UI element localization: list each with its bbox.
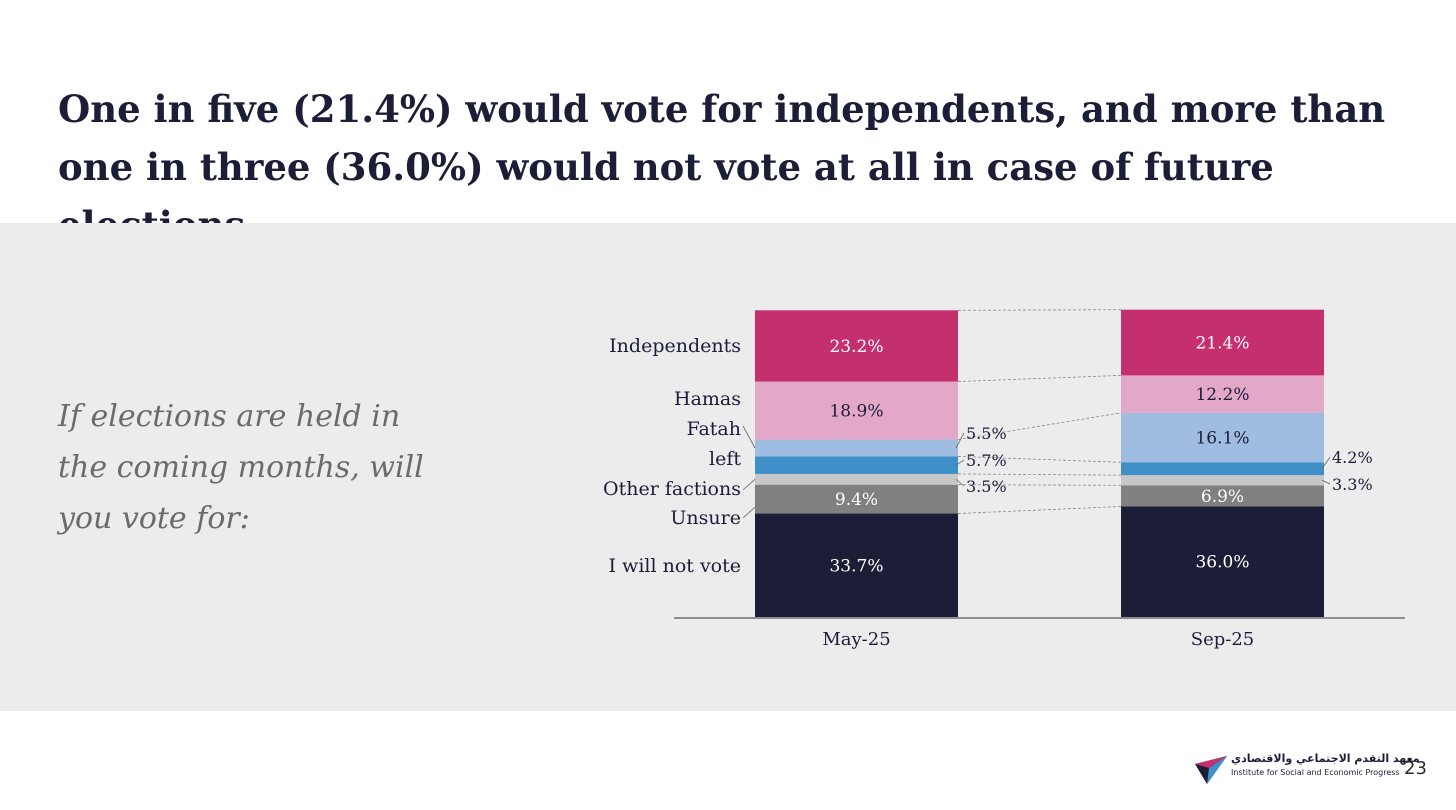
- data-label-i-will-not-vote-sep-25: 36.0%: [1195, 553, 1249, 573]
- connector-line-i-will-not-vote: [957, 506, 1122, 514]
- logo-arabic-name: معهد التقدم الاجتماعي والاقتصادي: [1231, 752, 1420, 765]
- connector-line-independents: [957, 309, 1122, 311]
- legend-label-unsure: Unsure: [670, 507, 741, 529]
- legend-label-left: left: [709, 448, 741, 470]
- connector-line-hamas: [957, 374, 1122, 382]
- bar-i-will-not-vote-sep-25: [1121, 506, 1324, 617]
- page-number: 23: [1404, 758, 1427, 779]
- legend-label-other-factions: Other factions: [603, 478, 741, 500]
- bar-unsure-sep-25: [1121, 485, 1324, 507]
- bar-fatah-sep-25: [1121, 412, 1324, 463]
- data-label-other-factions-sep-25: 3.3%: [1332, 475, 1373, 494]
- bar-hamas-may-25: [755, 381, 958, 440]
- connector-line-left: [957, 456, 1122, 463]
- bar-independents-sep-25: [1121, 309, 1324, 376]
- data-label-left-sep-25: 4.2%: [1332, 448, 1373, 467]
- legend-label-i-will-not-vote: I will not vote: [609, 555, 741, 577]
- x-tick-label-may-25: May-25: [822, 629, 890, 650]
- legend-leader-other-factions: [742, 479, 756, 491]
- data-label-leader-fatah-may-25: [955, 432, 965, 449]
- bar-fatah-may-25: [755, 439, 958, 457]
- data-label-fatah-may-25: 5.5%: [966, 424, 1007, 443]
- legend-label-independents: Independents: [609, 335, 741, 357]
- legend-label-hamas: Hamas: [674, 388, 741, 410]
- institute-logo: معهد التقدم الاجتماعي والاقتصادي Institu…: [1195, 752, 1420, 786]
- logo-english-name: Institute for Social and Economic Progre…: [1231, 768, 1400, 777]
- data-label-i-will-not-vote-may-25: 33.7%: [829, 556, 883, 576]
- data-label-fatah-sep-25: 16.1%: [1195, 429, 1249, 449]
- data-label-hamas-sep-25: 12.2%: [1195, 385, 1249, 405]
- bar-other-factions-may-25: [755, 473, 958, 485]
- data-label-leader-left-sep-25: [1321, 456, 1331, 469]
- bar-hamas-sep-25: [1121, 375, 1324, 413]
- data-label-leader-left-may-25: [955, 459, 965, 466]
- data-label-left-may-25: 5.7%: [966, 451, 1007, 470]
- bar-left-sep-25: [1121, 462, 1324, 476]
- survey-question: If elections are held in the coming mont…: [58, 399, 424, 536]
- bar-unsure-may-25: [755, 484, 958, 514]
- connector-line-fatah: [957, 412, 1122, 440]
- data-label-other-factions-may-25: 3.5%: [966, 477, 1007, 496]
- legend-leader-unsure: [742, 506, 756, 519]
- page-title: One in five (21.4%) would vote for indep…: [58, 87, 1386, 247]
- institute-logo-icon: [1195, 756, 1227, 784]
- connector-line-other-factions: [957, 473, 1122, 476]
- bar-independents-may-25: [755, 310, 958, 382]
- legend-label-fatah: Fatah: [687, 418, 741, 440]
- bar-left-may-25: [755, 456, 958, 474]
- legend-leader-fatah: [742, 425, 756, 449]
- data-label-independents-may-25: 23.2%: [829, 337, 883, 357]
- bar-i-will-not-vote-may-25: [755, 513, 958, 617]
- data-label-unsure-may-25: 9.4%: [835, 490, 878, 510]
- data-label-hamas-may-25: 18.9%: [829, 402, 883, 422]
- x-tick-label-sep-25: Sep-25: [1191, 629, 1255, 650]
- data-label-unsure-sep-25: 6.9%: [1201, 487, 1244, 507]
- data-label-leader-other-factions-sep-25: [1321, 479, 1331, 485]
- data-label-leader-other-factions-may-25: [955, 479, 965, 487]
- connector-line-unsure: [957, 484, 1122, 486]
- data-label-independents-sep-25: 21.4%: [1195, 334, 1249, 354]
- bar-other-factions-sep-25: [1121, 475, 1324, 486]
